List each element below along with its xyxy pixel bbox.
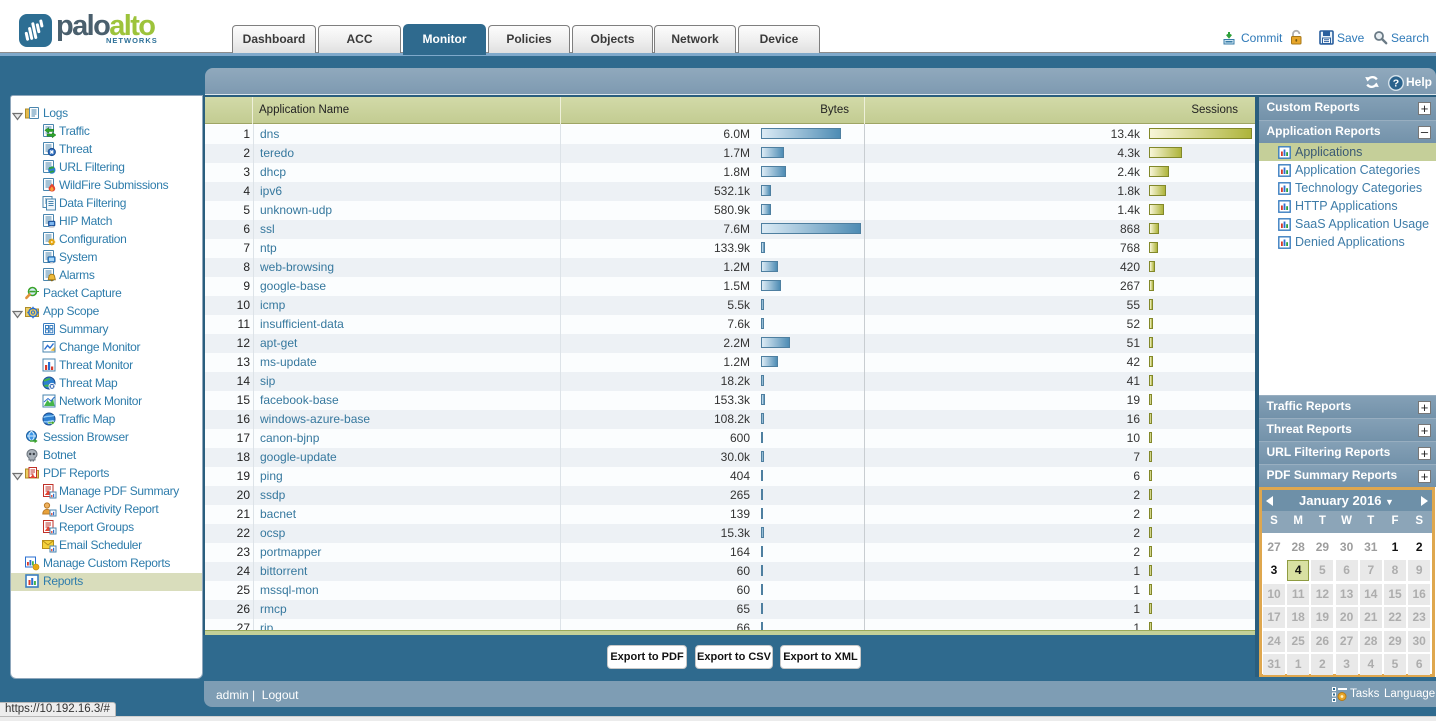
svg-text:?: ? xyxy=(1393,77,1399,89)
